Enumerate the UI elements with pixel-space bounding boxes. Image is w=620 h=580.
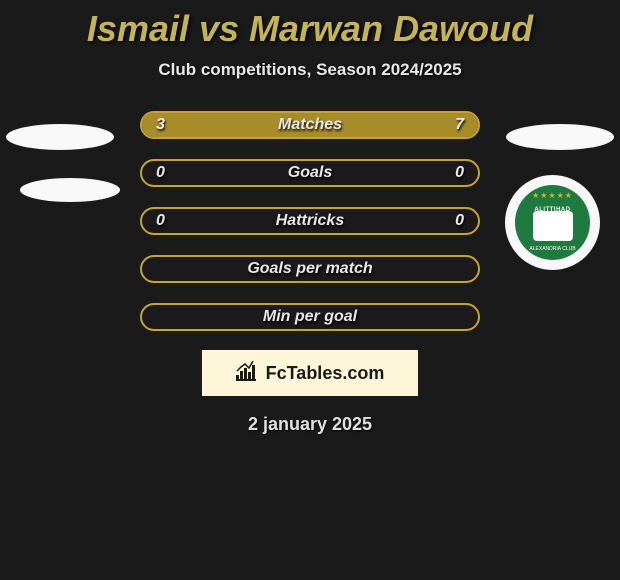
chart-icon xyxy=(236,361,260,386)
stat-bar: Min per goal xyxy=(140,303,480,331)
stat-label: Matches xyxy=(142,116,478,134)
infographic-container: Ismail vs Marwan Dawoud Club competition… xyxy=(0,0,620,580)
stat-row-goals-per-match: Goals per match xyxy=(0,254,620,284)
stat-label: Min per goal xyxy=(142,308,478,326)
stat-bar: 0 Hattricks 0 xyxy=(140,207,480,235)
stat-value-right: 0 xyxy=(455,164,464,182)
stat-value-right: 0 xyxy=(455,212,464,230)
stat-label: Goals per match xyxy=(142,260,478,278)
stat-label: Goals xyxy=(142,164,478,182)
stat-bar: Goals per match xyxy=(140,255,480,283)
stat-bars-area: 3 Matches 7 0 Goals 0 0 Hattricks 0 xyxy=(0,110,620,332)
date-label: 2 january 2025 xyxy=(0,414,620,435)
stat-row-goals: 0 Goals 0 xyxy=(0,158,620,188)
branding-label: FcTables.com xyxy=(266,363,385,384)
stat-row-min-per-goal: Min per goal xyxy=(0,302,620,332)
comparison-title: Ismail vs Marwan Dawoud xyxy=(0,0,620,50)
comparison-subtitle: Club competitions, Season 2024/2025 xyxy=(0,60,620,80)
stat-row-hattricks: 0 Hattricks 0 xyxy=(0,206,620,236)
stat-bar: 3 Matches 7 xyxy=(140,111,480,139)
stat-row-matches: 3 Matches 7 xyxy=(0,110,620,140)
stat-label: Hattricks xyxy=(142,212,478,230)
branding-box: FcTables.com xyxy=(202,350,418,396)
stat-value-right: 7 xyxy=(455,116,464,134)
stat-bar: 0 Goals 0 xyxy=(140,159,480,187)
